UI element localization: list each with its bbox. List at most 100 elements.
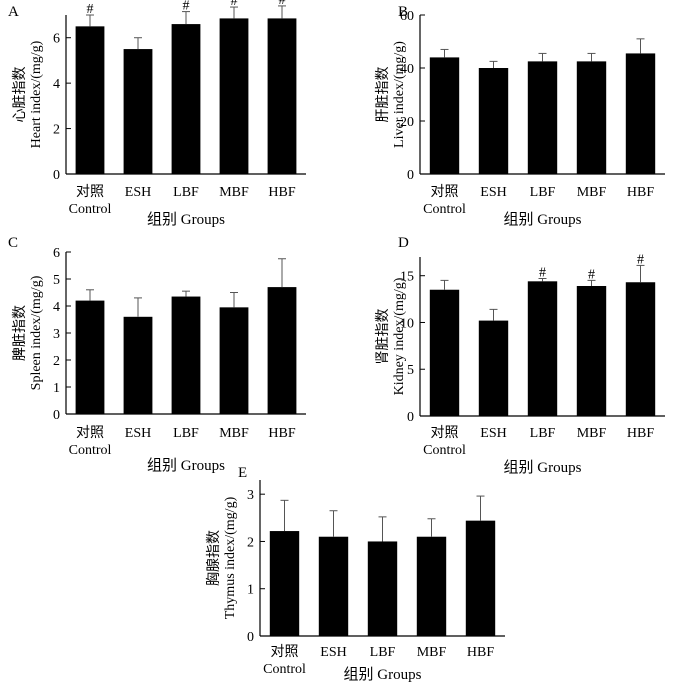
panel-letter: E	[238, 465, 247, 481]
x-tick-label: LBF	[173, 426, 199, 441]
bar	[219, 307, 249, 414]
y-tick-label: 0	[53, 168, 60, 183]
y-tick-label: 0	[247, 630, 254, 645]
panel-letter: B	[398, 4, 408, 20]
bar	[625, 282, 656, 416]
x-tick-label: 对照 Control	[69, 184, 112, 217]
y-tick-label: 60	[400, 9, 414, 24]
bar	[527, 281, 558, 416]
x-axis-label: 组别 Groups	[504, 459, 582, 476]
x-axis-label: 组别 Groups	[344, 666, 422, 683]
x-tick-label: LBF	[370, 645, 396, 660]
significance-mark: #	[637, 252, 644, 267]
y-tick-label: 1	[53, 381, 60, 396]
y-tick-label: 2	[53, 354, 60, 369]
y-tick-label: 2	[53, 123, 60, 138]
x-tick-label: MBF	[219, 185, 249, 200]
bar	[416, 536, 447, 636]
panel-letter: D	[398, 235, 409, 251]
significance-mark: #	[183, 0, 190, 14]
x-tick-label: HBF	[467, 645, 494, 660]
x-tick-label: 对照 Control	[423, 184, 466, 217]
y-tick-label: 0	[53, 408, 60, 423]
x-tick-label: MBF	[219, 426, 249, 441]
y-tick-label: 2	[247, 535, 254, 550]
bar	[171, 24, 201, 175]
x-tick-label: MBF	[417, 645, 447, 660]
y-tick-label: 5	[407, 363, 414, 378]
panel-letter: A	[8, 4, 19, 20]
bar	[219, 18, 249, 175]
significance-mark: #	[539, 266, 546, 281]
x-tick-label: 对照 Control	[69, 425, 112, 458]
chart-panel-e: E 0 1 2 3 对照 Control ESH LBF MBF HBF 组别 Groups 胸腺指数T…	[206, 465, 505, 683]
bar	[429, 57, 460, 174]
y-tick-label: 4	[53, 77, 60, 92]
x-tick-label: ESH	[125, 426, 151, 441]
y-tick-label: 3	[247, 488, 254, 503]
y-tick-label: 0	[407, 410, 414, 425]
bar	[465, 520, 496, 636]
y-tick-label: 5	[53, 273, 60, 288]
x-axis-label: 组别 Groups	[147, 457, 225, 474]
bar	[625, 53, 656, 174]
x-tick-label: HBF	[627, 185, 654, 200]
bar	[576, 61, 607, 174]
significance-mark: #	[588, 267, 595, 282]
x-tick-label: LBF	[530, 426, 556, 441]
bar	[75, 300, 105, 414]
x-tick-label: ESH	[320, 645, 346, 660]
bar	[171, 296, 201, 414]
bar	[576, 285, 607, 416]
bar	[123, 49, 153, 175]
chart-panel-b: B 0 20 40 60 对照 Control ESH LBF MBF HBF 组别 Groups 肝脏…	[375, 4, 665, 228]
x-tick-label: LBF	[530, 185, 556, 200]
y-tick-label: 3	[53, 327, 60, 342]
chart-panel-c: C 0 1 2 3 4 5 6 对照 Control ESH LBF MBF HBF 组别 Groups 脾脏…	[8, 235, 306, 474]
significance-mark: #	[231, 0, 238, 9]
significance-mark: #	[87, 2, 94, 17]
bar	[267, 287, 297, 414]
y-tick-label: 6	[53, 32, 60, 47]
y-tick-label: 20	[400, 115, 414, 130]
x-axis-label: 组别 Groups	[147, 211, 225, 228]
bar	[367, 541, 398, 636]
x-tick-label: MBF	[577, 426, 607, 441]
y-axis-label: 肝脏指数Liver index/(mg/g)	[375, 41, 407, 148]
x-tick-label: ESH	[480, 426, 506, 441]
y-tick-label: 4	[53, 300, 60, 315]
bar	[269, 531, 300, 636]
y-axis-label: 胸腺指数Thymus index/(mg/g)	[206, 496, 238, 619]
y-tick-label: 10	[400, 316, 414, 331]
chart-panel-a: A 0 2 4 6 # 对照 Control ESH # LBF # MBF # HBF 组别 Groups 心…	[8, 0, 306, 228]
x-axis-label: 组别 Groups	[504, 211, 582, 228]
bar	[267, 18, 297, 175]
bar	[123, 316, 153, 414]
y-axis-label: 肾脏指数Kidney index/(mg/g)	[375, 277, 407, 395]
x-tick-label: 对照 Control	[423, 425, 466, 458]
bar	[75, 26, 105, 174]
y-axis-label: 脾脏指数Spleen index/(mg/g)	[12, 275, 44, 390]
x-tick-label: 对照 Control	[263, 644, 306, 677]
y-tick-label: 15	[400, 270, 414, 285]
x-tick-label: ESH	[125, 185, 151, 200]
y-tick-label: 1	[247, 583, 254, 598]
bar	[478, 320, 509, 416]
x-tick-label: HBF	[627, 426, 654, 441]
bar	[429, 289, 460, 416]
y-tick-label: 0	[407, 168, 414, 183]
x-tick-label: LBF	[173, 185, 199, 200]
x-tick-label: ESH	[480, 185, 506, 200]
panel-letter: C	[8, 235, 18, 251]
significance-mark: #	[279, 0, 286, 8]
y-tick-label: 40	[400, 62, 414, 77]
chart-panel-d: D 0 5 10 15 对照 Control ESH # LBF # MBF # HBF 组别 Groups…	[375, 235, 665, 476]
y-tick-label: 6	[53, 246, 60, 261]
x-tick-label: HBF	[268, 185, 295, 200]
bar	[527, 61, 558, 174]
x-tick-label: MBF	[577, 185, 607, 200]
bar	[478, 68, 509, 174]
bar	[318, 536, 349, 636]
x-tick-label: HBF	[268, 426, 295, 441]
